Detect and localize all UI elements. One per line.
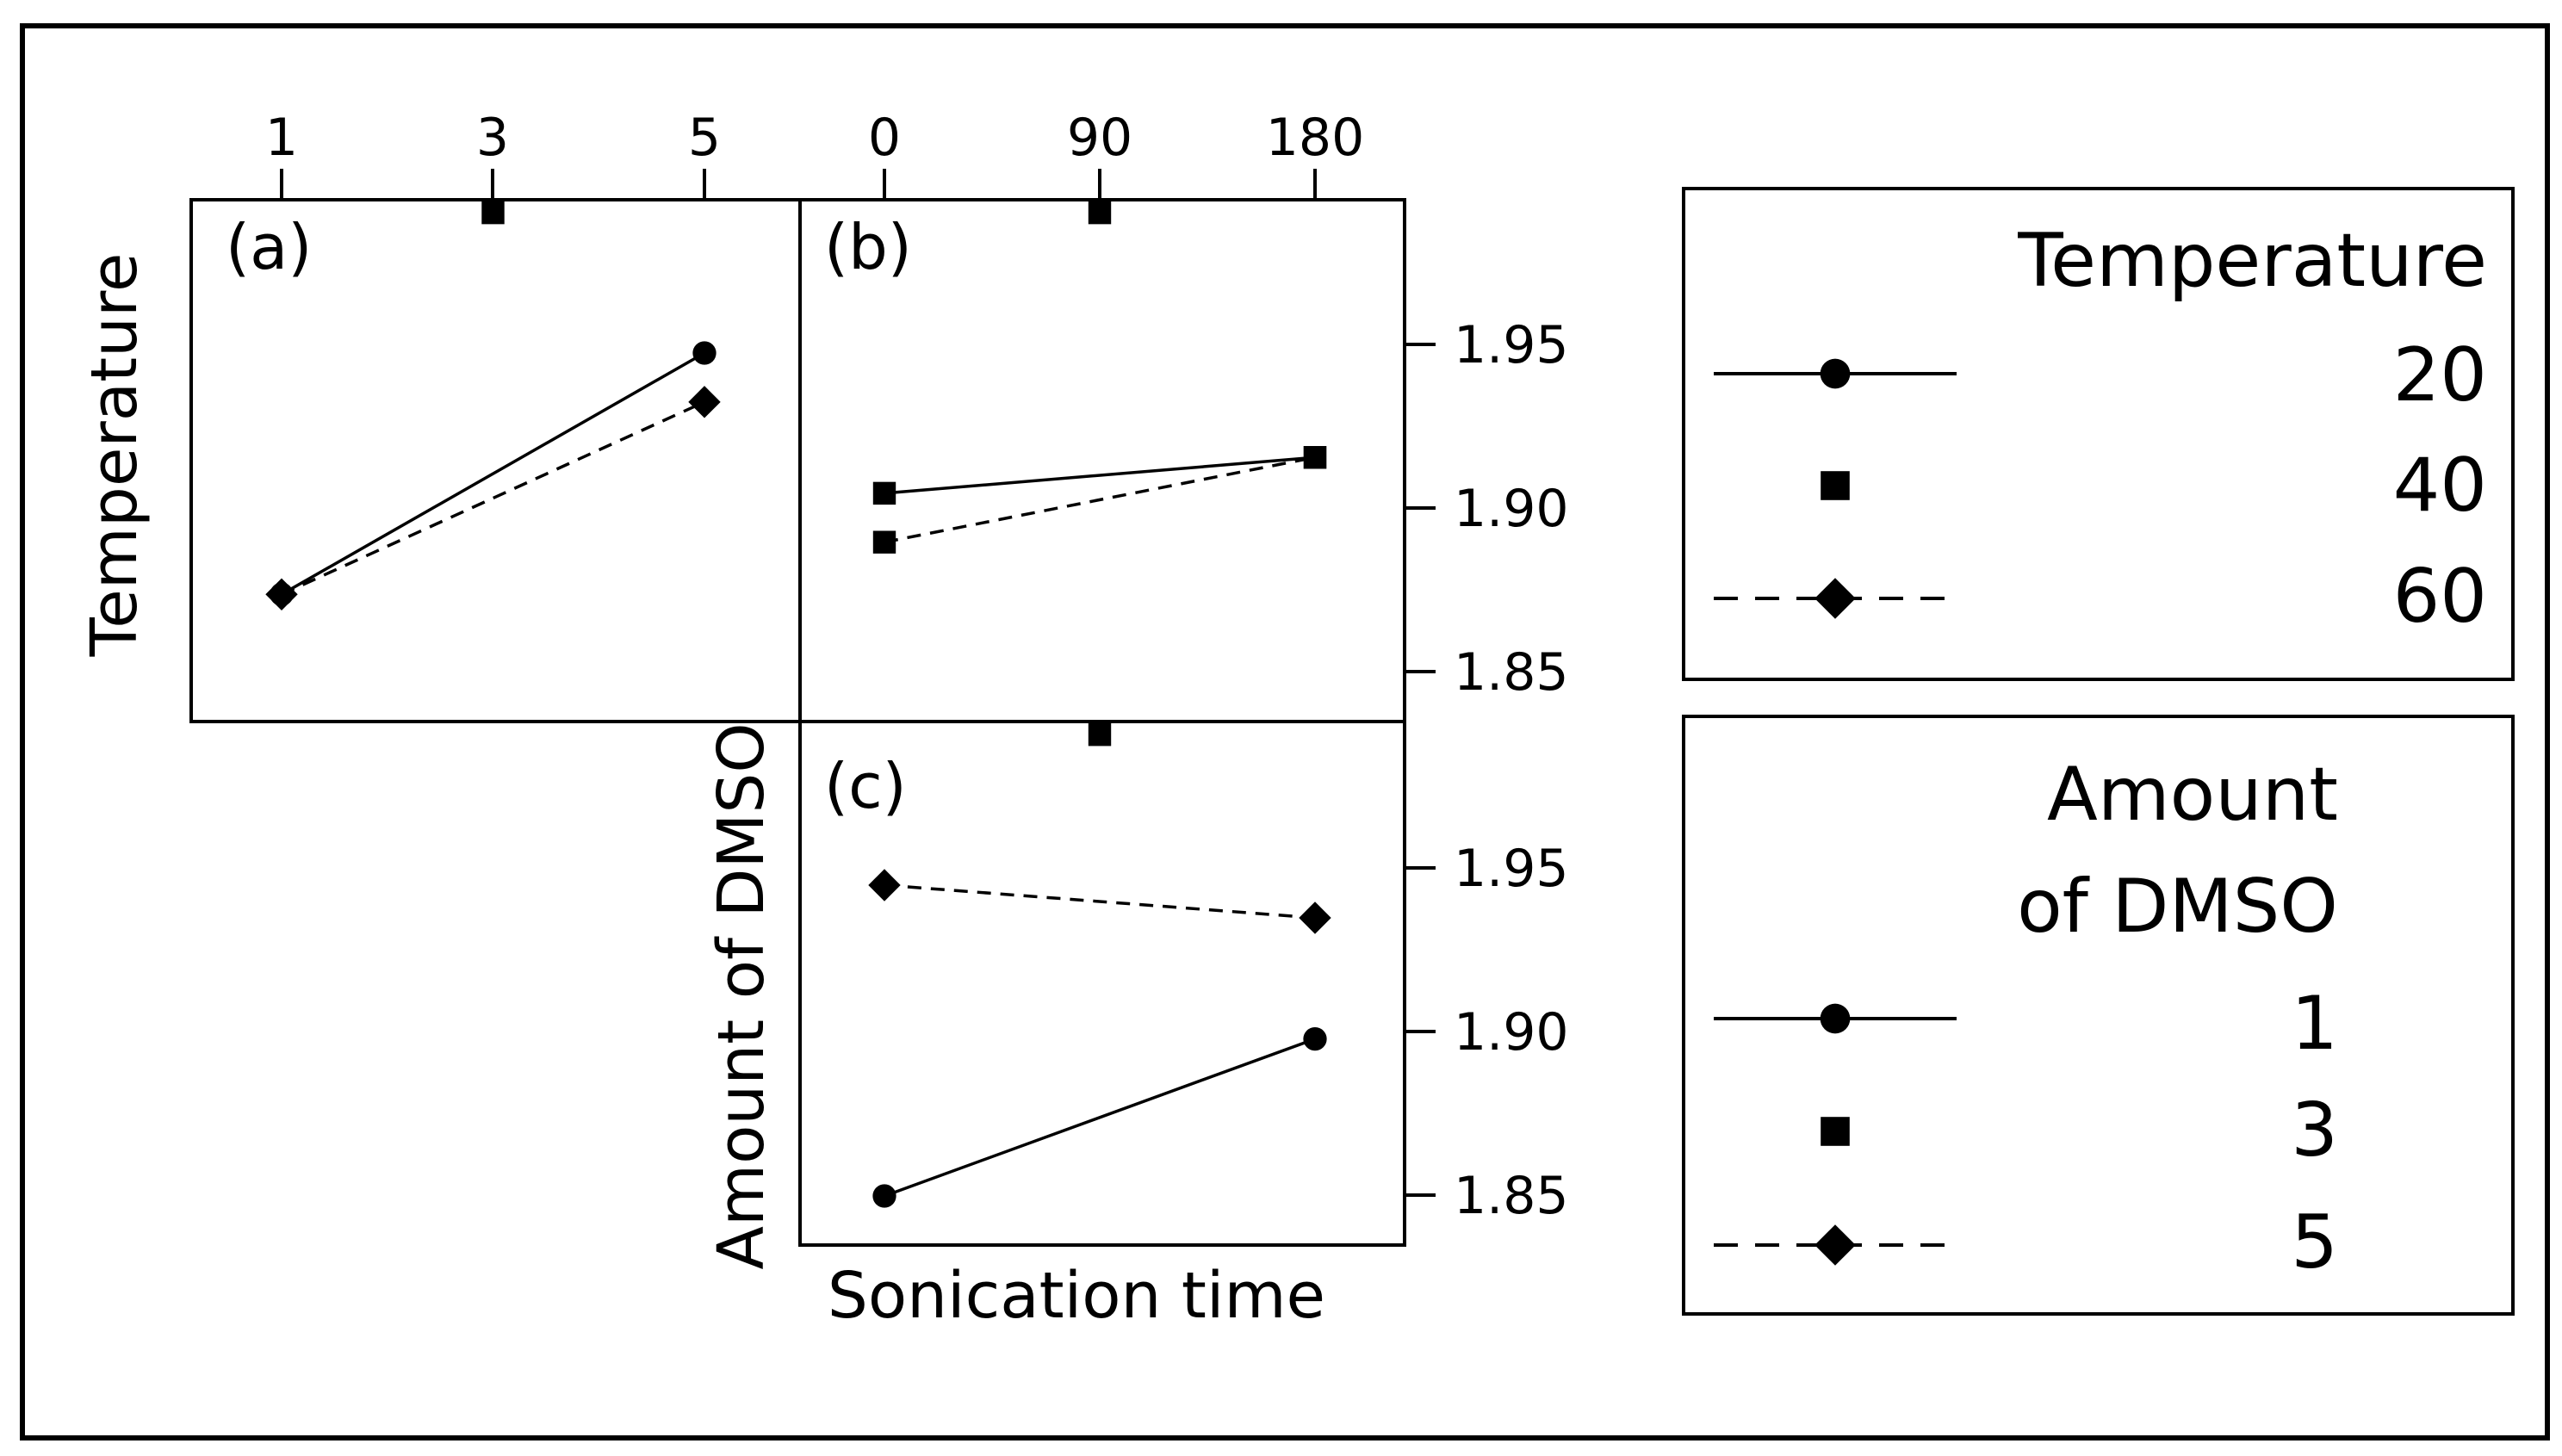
y-tick-label: 1.85: [1454, 1166, 1569, 1226]
legend-entry-60-diamond-marker: [1814, 578, 1856, 619]
top-x-tick-labels-a: 1 3 5: [265, 108, 721, 168]
row-label-temperature: Temperature: [78, 253, 152, 658]
series-60-line: [884, 455, 1316, 544]
legend-amount-of-dmso: Amount of DMSO 1 3 5: [1682, 715, 2515, 1316]
legend-temperature-title: Temperature: [2017, 218, 2487, 304]
chart-marks: [265, 201, 1331, 1208]
legend-entry-label: 3: [2291, 1087, 2338, 1174]
series-5-line: [884, 883, 1316, 920]
series-1-line: [884, 1037, 1316, 1198]
y-tick-label: 1.95: [1454, 315, 1569, 375]
x-tick-label: 180: [1266, 108, 1365, 168]
row-label-amount-of-dmso: Amount of DMSO: [704, 722, 779, 1269]
series-60-point-square-marker: [872, 530, 896, 554]
series-20-point-circle-marker: [692, 341, 716, 365]
legend-entry-label: 1: [2291, 981, 2338, 1067]
panel-a-marks: [265, 201, 721, 610]
legend-entry-3-square-marker: [1821, 1117, 1850, 1146]
legend-entry-label: 5: [2291, 1199, 2338, 1286]
series-1-point-circle-marker: [1303, 1026, 1327, 1051]
x-tick-label: 1: [265, 108, 298, 168]
series-40-point-square-marker: [481, 201, 505, 225]
y-tick-label: 1.90: [1454, 1002, 1569, 1063]
series-60-point-square-marker: [1303, 446, 1327, 469]
legend-entry-40-square-marker: [1821, 471, 1850, 500]
legend-entry-label: 40: [2393, 443, 2487, 529]
top-x-tick-labels-b: 0 90 180: [868, 108, 1364, 168]
y-tick-label: 1.90: [1454, 479, 1569, 539]
legend-entry-label: 20: [2393, 332, 2487, 418]
x-tick-label: 3: [476, 108, 509, 168]
legend-entry-1-circle-marker: [1820, 1003, 1851, 1034]
legend-temperature-swatches: [1714, 358, 1957, 619]
right-tick-marks: [1405, 343, 1436, 1197]
series-20-line: [281, 351, 705, 596]
series-3-point-square-marker: [1088, 723, 1112, 747]
panel-c-marks: [868, 723, 1331, 1208]
x-axis-title: Sonication time: [828, 1259, 1325, 1333]
legend-entry-label: 60: [2393, 554, 2487, 640]
x-tick-label: 0: [868, 108, 901, 168]
panel-c-frame: [798, 720, 1406, 1247]
series-20-point-square-marker: [872, 481, 896, 505]
legend-amount-of-dmso-title-line2: of DMSO: [2017, 864, 2338, 950]
right-y-tick-labels-b: 1.95 1.90 1.85: [1454, 315, 1569, 703]
right-y-tick-labels-c: 1.95 1.90 1.85: [1454, 839, 1569, 1226]
legend-temperature: Temperature 20 40 60: [1682, 187, 2515, 681]
panel-b-marks: [872, 201, 1327, 554]
series-60-point-diamond-marker: [265, 578, 298, 610]
panel-a-tag: (a): [226, 211, 312, 283]
legend-entry-5-diamond-marker: [1814, 1224, 1856, 1266]
top-tick-marks: [280, 169, 1317, 200]
legend-entry-20-circle-marker: [1820, 358, 1851, 389]
x-tick-label: 5: [688, 108, 721, 168]
panel-b-tag: (b): [824, 211, 912, 283]
y-tick-label: 1.95: [1454, 839, 1569, 899]
series-60-point-diamond-marker: [688, 386, 721, 418]
series-20-line: [884, 455, 1316, 495]
series-1-point-circle-marker: [872, 1184, 896, 1208]
series-5-point-diamond-marker: [1299, 901, 1331, 934]
series-40-point-square-marker: [1088, 201, 1112, 225]
y-tick-label: 1.85: [1454, 642, 1569, 703]
series-5-point-diamond-marker: [868, 869, 901, 901]
panel-c-tag: (c): [824, 750, 907, 822]
x-tick-label: 90: [1067, 108, 1132, 168]
series-60-line: [281, 400, 705, 596]
legend-amount-of-dmso-swatches: [1714, 1003, 1957, 1266]
legend-amount-of-dmso-title-line1: Amount: [2047, 752, 2338, 838]
